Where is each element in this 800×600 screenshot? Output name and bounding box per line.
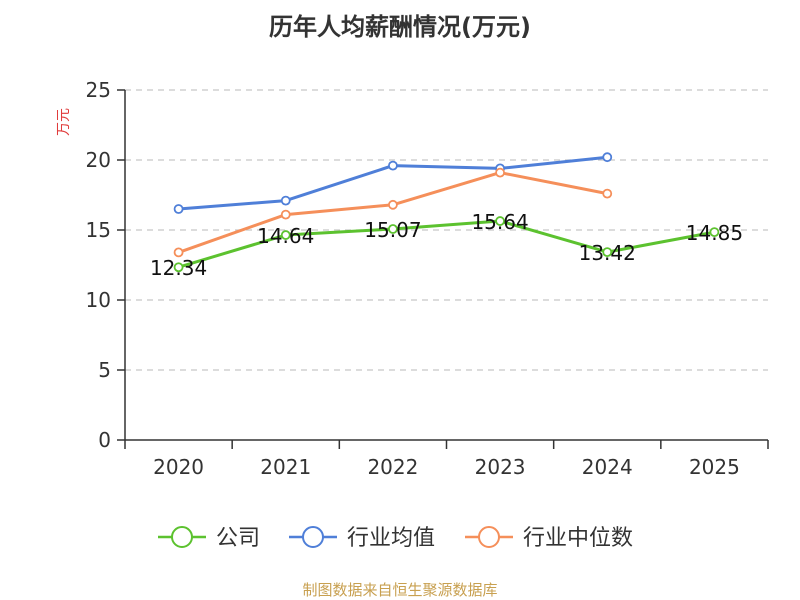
data-label: 15.07 — [364, 218, 421, 242]
y-tick-label: 15 — [86, 218, 111, 242]
data-label: 12.34 — [150, 256, 207, 280]
data-point[interactable] — [709, 227, 720, 238]
data-point[interactable] — [280, 195, 291, 206]
data-point[interactable] — [495, 167, 505, 178]
y-tick-label: 20 — [86, 148, 111, 172]
y-tick-label: 0 — [98, 428, 111, 452]
y-axis-label: 万元 — [56, 108, 72, 136]
data-point[interactable] — [388, 160, 398, 171]
legend-item-1[interactable]: 行业均值 — [289, 526, 435, 551]
x-tick-label: 2022 — [367, 455, 418, 479]
y-tick-label: 5 — [98, 358, 111, 382]
y-tick-label: 10 — [86, 288, 111, 312]
x-tick-label: 2025 — [689, 455, 740, 479]
data-label: 14.64 — [257, 224, 314, 248]
data-point[interactable] — [173, 262, 184, 273]
legend-label: 行业均值 — [347, 526, 435, 551]
x-tick-label: 2020 — [153, 455, 204, 479]
source-note: 制图数据来自恒生聚源数据库 — [302, 581, 497, 599]
legend-item-0[interactable]: 公司 — [158, 526, 260, 551]
legend-label: 行业中位数 — [523, 526, 633, 551]
data-point[interactable] — [280, 209, 291, 220]
legend-marker — [478, 526, 500, 548]
data-point[interactable] — [602, 247, 613, 258]
data-label: 13.42 — [579, 241, 636, 265]
chart-title: 历年人均薪酬情况(万元) — [269, 13, 531, 41]
series-line — [178, 219, 715, 269]
legend-item-2[interactable]: 行业中位数 — [465, 526, 633, 551]
legend-marker — [302, 526, 324, 548]
data-label: 14.85 — [686, 221, 743, 245]
data-point[interactable] — [602, 188, 613, 199]
series-0 — [173, 216, 720, 273]
data-point[interactable] — [388, 199, 398, 210]
data-point[interactable] — [173, 204, 184, 214]
data-point[interactable] — [602, 152, 613, 163]
legend[interactable]: 公司 行业均值 行业中位数 — [158, 526, 633, 551]
data-label: 15.64 — [471, 210, 528, 234]
legend-marker — [171, 526, 193, 548]
series-group — [173, 152, 720, 273]
data-point[interactable] — [388, 224, 398, 234]
x-tick-label: 2024 — [582, 455, 633, 479]
data-point[interactable] — [173, 247, 184, 258]
y-tick-label: 25 — [86, 78, 111, 102]
data-labels: 12.34 14.64 15.07 15.64 13.42 14.85 — [150, 210, 743, 280]
legend-label: 公司 — [216, 526, 260, 551]
data-point[interactable] — [495, 216, 505, 226]
x-tick-label: 2021 — [260, 455, 311, 479]
gridlines — [125, 89, 768, 371]
series-2 — [173, 167, 613, 258]
x-tick-label: 2023 — [475, 455, 526, 479]
data-point[interactable] — [280, 230, 291, 240]
